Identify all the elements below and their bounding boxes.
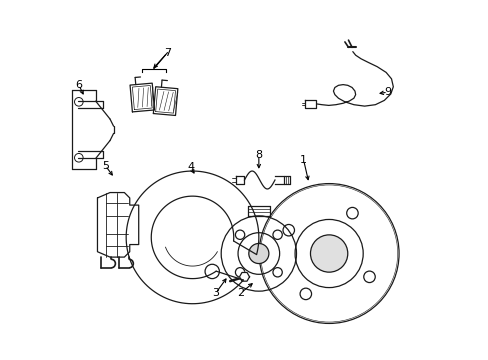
Polygon shape — [239, 273, 249, 281]
Text: 4: 4 — [187, 162, 194, 172]
Circle shape — [248, 243, 268, 264]
Text: 1: 1 — [300, 155, 306, 165]
Text: 8: 8 — [255, 150, 262, 160]
Text: 7: 7 — [163, 48, 171, 58]
Text: 2: 2 — [237, 288, 244, 298]
Text: 9: 9 — [384, 87, 391, 97]
Text: 3: 3 — [212, 288, 219, 298]
Circle shape — [310, 235, 347, 272]
Text: 5: 5 — [102, 161, 109, 171]
Text: 6: 6 — [75, 80, 82, 90]
